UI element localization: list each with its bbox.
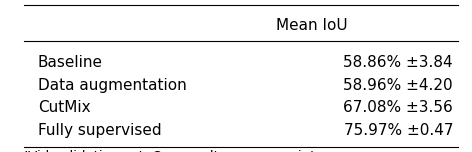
Text: ’Vid validation set. Our results are mean int: ’Vid validation set. Our results are mea… [24, 150, 315, 152]
Text: 58.96% ±4.20: 58.96% ±4.20 [344, 78, 453, 93]
Text: 58.86% ±3.84: 58.86% ±3.84 [344, 55, 453, 70]
Text: 67.08% ±3.56: 67.08% ±3.56 [343, 100, 453, 115]
Text: Fully supervised: Fully supervised [38, 123, 161, 138]
Text: CutMix: CutMix [38, 100, 90, 115]
Text: Data augmentation: Data augmentation [38, 78, 186, 93]
Text: 75.97% ±0.47: 75.97% ±0.47 [344, 123, 453, 138]
Text: Baseline: Baseline [38, 55, 103, 70]
Text: Mean IoU: Mean IoU [276, 18, 347, 33]
